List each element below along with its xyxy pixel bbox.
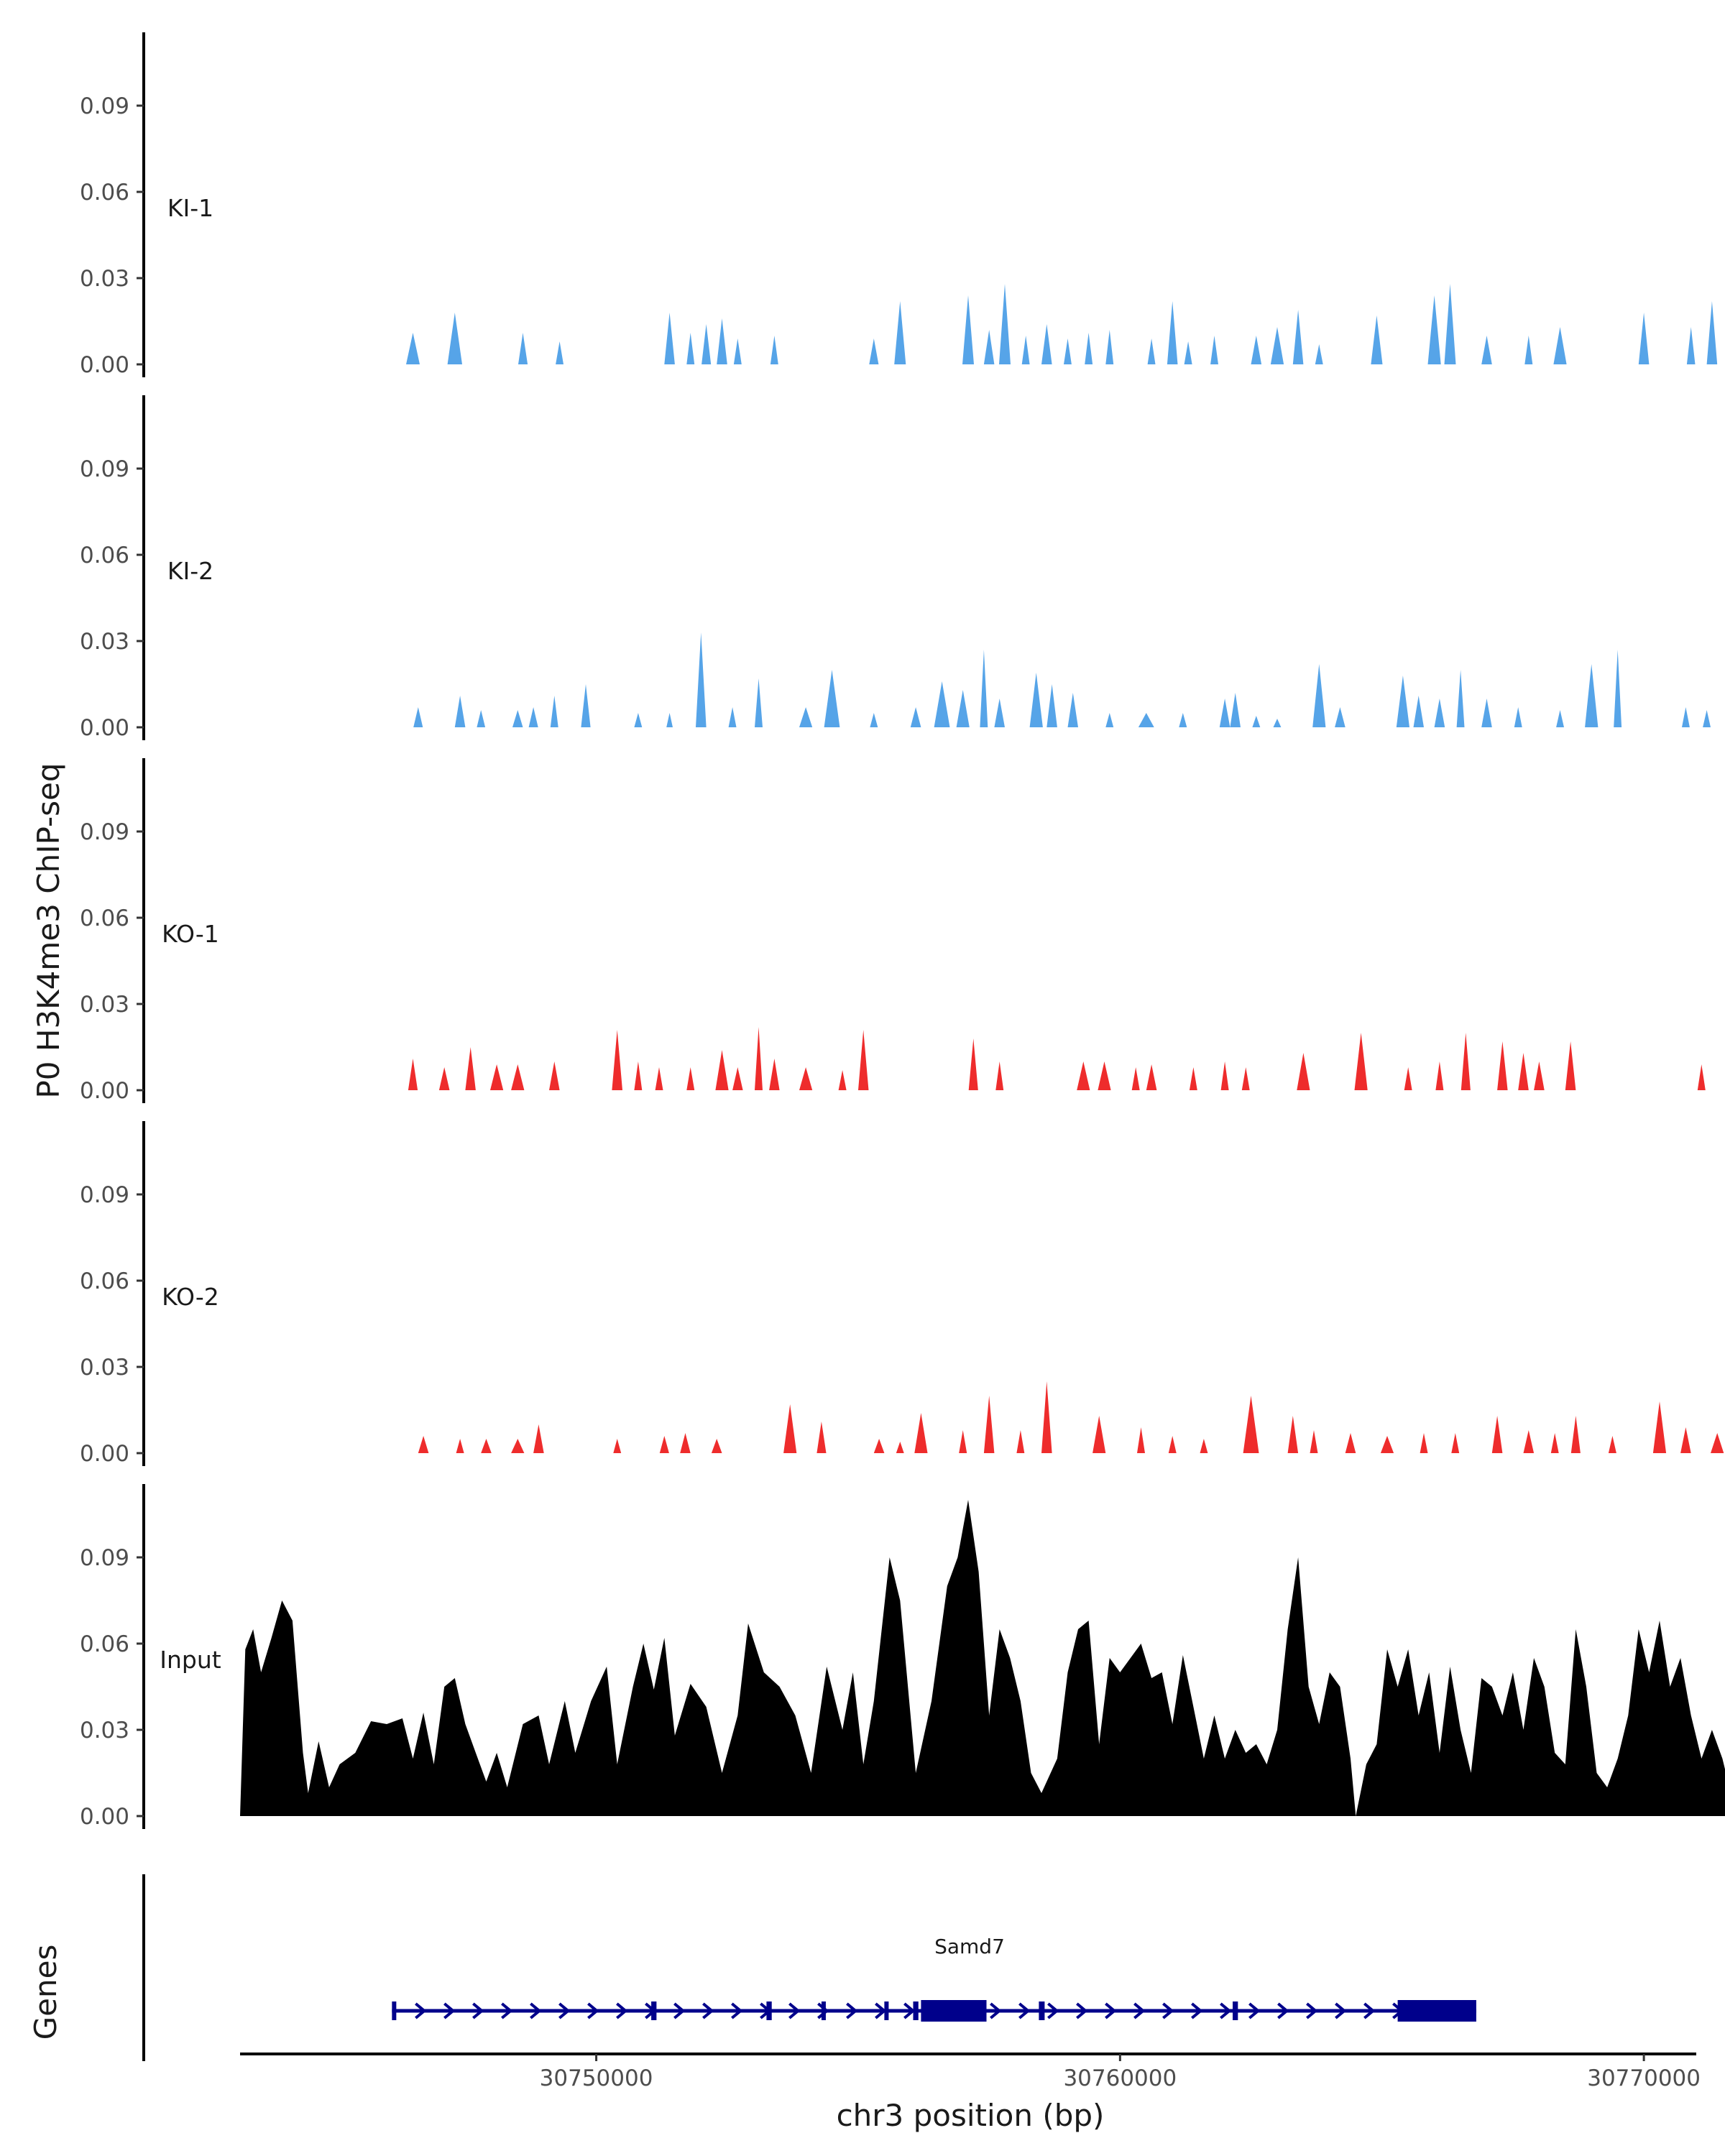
y-tick-label: 0.00 [80, 352, 129, 378]
gene-exon [1233, 2001, 1238, 2020]
strand-arrow [616, 2002, 628, 2019]
y-tick-label: 0.06 [80, 906, 129, 931]
strand-arrow [1363, 2002, 1376, 2019]
strand-arrow [788, 2002, 801, 2019]
strand-arrow [731, 2002, 743, 2019]
y-tick-label: 0.03 [80, 629, 129, 655]
strand-arrow [673, 2002, 686, 2019]
strand-arrow [1047, 2002, 1059, 2019]
y-tick-label: 0.06 [80, 1268, 129, 1294]
signal-area-ko-1 [408, 1027, 1725, 1090]
track-ko-2: 0.00 0.03 0.06 0.09 KO-2 [80, 1121, 1725, 1467]
strand-arrow [415, 2002, 427, 2019]
y-tick-label: 0.03 [80, 1718, 129, 1743]
y-axis-title: P0 H3K4me3 ChIP-seq [31, 763, 66, 1098]
y-tick-label: 0.00 [80, 1441, 129, 1467]
strand-arrow [472, 2002, 484, 2019]
gene-exon [921, 2000, 987, 2022]
y-tick-label: 0.09 [80, 456, 129, 482]
y-tick-label: 0.09 [80, 1182, 129, 1208]
strand-arrow [443, 2002, 456, 2019]
strand-arrow [1248, 2002, 1261, 2019]
signal-area-ki-2 [413, 632, 1725, 727]
y-tick-label: 0.09 [80, 819, 129, 845]
strand-arrow [1335, 2002, 1347, 2019]
y-tick-label: 0.09 [80, 1545, 129, 1571]
gene-exon [821, 2001, 826, 2020]
y-tick-label: 0.00 [80, 1078, 129, 1104]
gene-exon [913, 2001, 919, 2020]
y-tick-label: 0.00 [80, 715, 129, 741]
strand-arrow [903, 2002, 916, 2019]
strand-arrow [501, 2002, 513, 2019]
y-tick-label: 0.03 [80, 1355, 129, 1381]
gene-model [142, 1874, 1476, 2061]
strand-arrow [702, 2002, 714, 2019]
x-axis: 30750000 30760000 30770000 [240, 2053, 1701, 2091]
y-tick-label: 0.06 [80, 180, 129, 206]
track-ko-1: 0.00 0.03 0.06 0.09 KO-1 [80, 758, 1725, 1104]
strand-arrow [1105, 2002, 1117, 2019]
gene-exon [392, 2001, 397, 2020]
signal-area-input [240, 1500, 1725, 1816]
y-tick-label: 0.06 [80, 543, 129, 568]
genes-track-label: Genes [28, 1945, 63, 2040]
track-ki-2: 0.00 0.03 0.06 0.09 KI-2 [80, 395, 1725, 741]
strand-arrow [558, 2002, 571, 2019]
gene-exon [651, 2001, 657, 2020]
strand-arrow [1306, 2002, 1318, 2019]
strand-arrow [587, 2002, 599, 2019]
y-tick-label: 0.06 [80, 1631, 129, 1657]
strand-arrow [1277, 2002, 1289, 2019]
track-label-ki-2: KI-2 [167, 557, 213, 585]
signal-tracks: 0.00 0.03 0.06 0.09 KI-1 0.00 0.03 0.06 0.09 KI-2… [80, 32, 1725, 1830]
strand-arrow [875, 2002, 887, 2019]
track-label-ki-1: KI-1 [167, 194, 213, 222]
strand-arrow [1076, 2002, 1088, 2019]
track-label-ko-1: KO-1 [162, 920, 219, 948]
track-input: 0.00 0.03 0.06 0.09 Input [80, 1484, 1725, 1830]
gene-exon [1039, 2001, 1045, 2020]
x-tick-label: 30760000 [1063, 2065, 1177, 2091]
signal-area-ki-1 [406, 284, 1725, 364]
signal-area-ko-2 [418, 1381, 1725, 1453]
strand-arrow [817, 2002, 829, 2019]
x-tick-label: 30770000 [1587, 2065, 1701, 2091]
strand-arrow [990, 2002, 1002, 2019]
gene-exon [1397, 2000, 1476, 2022]
strand-arrow [1220, 2002, 1232, 2019]
gene-exon [884, 2001, 889, 2020]
x-axis-title: chr3 position (bp) [837, 2098, 1105, 2133]
y-tick-label: 0.09 [80, 93, 129, 119]
y-tick-label: 0.00 [80, 1804, 129, 1830]
y-tick-label: 0.03 [80, 992, 129, 1018]
strand-arrow [1018, 2002, 1031, 2019]
strand-arrow [1133, 2002, 1146, 2019]
strand-arrow [1191, 2002, 1203, 2019]
gene-exon [766, 2001, 772, 2020]
track-ki-1: 0.00 0.03 0.06 0.09 KI-1 [80, 32, 1725, 378]
track-label-ko-2: KO-2 [162, 1283, 219, 1311]
strand-arrow [530, 2002, 542, 2019]
strand-arrow [1162, 2002, 1174, 2019]
track-label-input: Input [160, 1646, 221, 1674]
gene-name-label: Samd7 [934, 1935, 1005, 1958]
x-tick-label: 30750000 [540, 2065, 653, 2091]
y-tick-label: 0.03 [80, 266, 129, 292]
strand-arrow [846, 2002, 858, 2019]
